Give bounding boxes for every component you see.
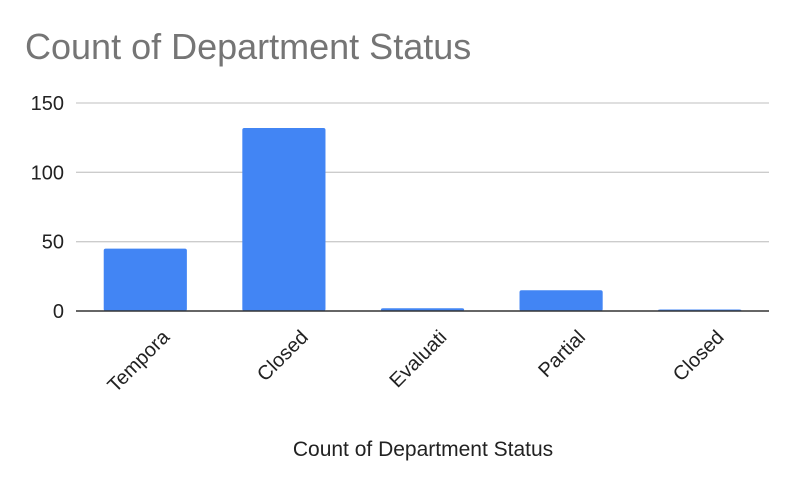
x-tick-label: Tempora xyxy=(104,326,175,397)
x-tick-labels: Tempora Closed Evaluati Partial Closed xyxy=(104,326,729,397)
bar-partial xyxy=(519,290,603,311)
y-tick-labels: 0 50 100 150 xyxy=(31,93,64,323)
bars xyxy=(103,127,742,312)
x-tick-label: Partial xyxy=(534,326,590,382)
y-tick-label: 0 xyxy=(53,301,64,323)
x-tick-label: Closed xyxy=(253,326,313,386)
y-tick-label: 50 xyxy=(42,232,64,254)
x-tick-label: Evaluati xyxy=(385,326,451,392)
x-tick-label: Closed xyxy=(669,326,729,386)
y-tick-label: 150 xyxy=(31,93,64,115)
y-tick-label: 100 xyxy=(31,162,64,184)
chart-title: Count of Department Status xyxy=(25,26,472,67)
gridlines xyxy=(76,102,769,243)
bar-closed xyxy=(242,127,326,312)
bar-tempora xyxy=(103,248,187,311)
x-axis-label: Count of Department Status xyxy=(292,438,554,461)
